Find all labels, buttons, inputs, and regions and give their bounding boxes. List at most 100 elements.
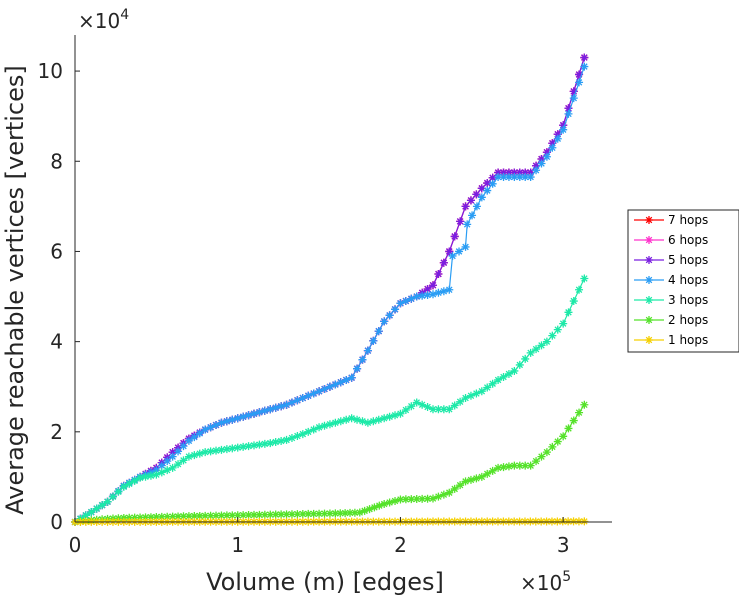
series-marker (125, 479, 134, 488)
series-4-hops (71, 62, 589, 526)
series-marker (358, 417, 367, 426)
series-marker (645, 296, 653, 304)
series-marker (250, 409, 258, 418)
series-marker (179, 512, 188, 521)
series-marker (504, 168, 513, 177)
series-marker (396, 495, 405, 504)
legend: 7 hops 6 hops 5 hops 4 hops 3 hops 2 hops 1 ho… (627, 209, 739, 353)
series-marker (353, 415, 362, 424)
series-marker (412, 292, 421, 301)
series-marker (569, 416, 578, 425)
series-marker (494, 375, 503, 384)
series-marker (320, 421, 329, 430)
series-marker (510, 366, 519, 375)
series-marker (445, 405, 454, 414)
series-marker (450, 484, 459, 493)
series-line (74, 57, 585, 523)
series-marker (472, 474, 481, 483)
series-marker (190, 451, 199, 460)
series-marker (456, 397, 465, 406)
series-marker (553, 134, 562, 143)
series-marker (515, 173, 524, 182)
series-marker (564, 104, 573, 113)
series-marker (488, 379, 497, 388)
series-marker (152, 466, 161, 475)
series-marker (423, 291, 432, 300)
y-axis-label: Average reachable vertices [vertices] (1, 65, 29, 515)
series-marker (510, 461, 519, 470)
series-marker (331, 418, 340, 427)
series-marker (375, 501, 384, 510)
series-marker (157, 468, 166, 477)
series-marker (499, 173, 508, 182)
series-marker (331, 380, 340, 389)
series-marker (401, 495, 410, 504)
series-marker (429, 405, 437, 414)
series-marker (510, 517, 519, 526)
y-exponent-label: ×104 (78, 7, 129, 33)
legend-box (627, 209, 739, 353)
y-tick-label: 2 (50, 420, 63, 444)
series-marker (103, 497, 112, 506)
series-marker (136, 473, 145, 482)
series-marker (266, 439, 275, 448)
series-marker (521, 354, 530, 363)
series-marker (494, 173, 503, 182)
series-marker (532, 161, 541, 170)
series-marker (141, 472, 150, 481)
series-marker (260, 439, 269, 448)
series-marker (407, 294, 416, 303)
series-marker (174, 447, 183, 456)
series-marker (184, 512, 193, 521)
series-marker (233, 414, 242, 423)
series-marker (325, 382, 334, 391)
series-marker (255, 440, 264, 449)
series-marker (350, 508, 359, 517)
series-marker (407, 495, 416, 504)
series-marker (380, 317, 389, 326)
series-marker (92, 504, 101, 513)
series-marker (450, 401, 459, 410)
series-marker (461, 202, 470, 211)
series-marker (217, 445, 226, 454)
series-marker (445, 247, 454, 256)
series-marker (277, 436, 286, 445)
series-marker (472, 190, 481, 199)
series-marker (320, 509, 329, 518)
series-marker (385, 412, 394, 421)
series-marker (526, 348, 535, 357)
series-marker (483, 383, 492, 392)
series-marker (564, 308, 573, 317)
series-marker (347, 373, 356, 382)
series-marker (564, 109, 573, 118)
series-marker (304, 391, 313, 400)
series-marker (174, 512, 183, 521)
series-marker (179, 456, 188, 465)
series-marker (439, 490, 448, 499)
series-marker (190, 512, 199, 521)
series-marker (217, 418, 226, 427)
y-tick-label: 4 (50, 330, 63, 354)
series-marker (363, 418, 372, 427)
series-marker (521, 173, 530, 182)
legend-items: 7 hops 6 hops 5 hops 4 hops 3 hops 2 hops 1 ho… (634, 213, 708, 347)
series-marker (499, 372, 508, 381)
series-marker (472, 389, 481, 398)
series-marker (645, 276, 653, 284)
series-marker (483, 517, 492, 526)
series-line (74, 66, 585, 523)
series-marker (575, 408, 584, 417)
series-marker (429, 494, 437, 503)
series-marker (412, 398, 421, 407)
series-marker (412, 495, 421, 504)
series-marker (125, 513, 134, 522)
series-marker (439, 287, 448, 296)
legend-item: 6 hops (634, 233, 708, 247)
series-marker (537, 159, 546, 168)
series-marker (282, 510, 291, 519)
series-marker (250, 441, 258, 450)
series-marker (206, 511, 215, 520)
series-marker (206, 423, 215, 432)
series-marker (342, 415, 351, 424)
series-marker (434, 269, 443, 278)
